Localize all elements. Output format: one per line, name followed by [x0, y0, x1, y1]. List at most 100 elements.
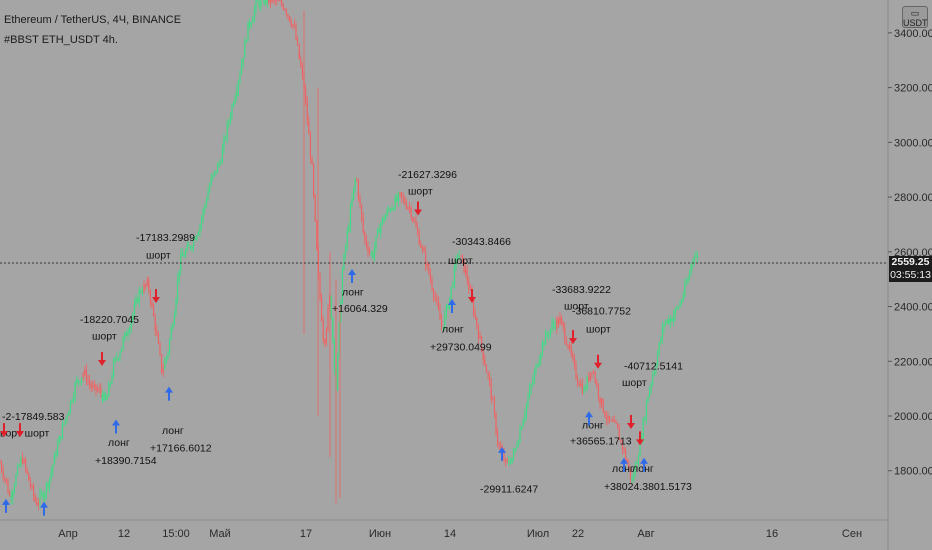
- x-tick-label: 14: [444, 528, 456, 540]
- candle-body: [617, 423, 619, 429]
- candle-body: [562, 321, 564, 328]
- candle-body: [508, 460, 510, 463]
- candle-body: [113, 361, 115, 377]
- candle-body: [601, 398, 603, 405]
- candle-body: [578, 382, 580, 386]
- candle-body: [554, 324, 556, 329]
- candle-body: [321, 297, 323, 321]
- candle-body: [473, 299, 475, 314]
- candle-body: [223, 137, 225, 149]
- candle-body: [241, 63, 243, 75]
- candle-body: [367, 246, 369, 253]
- candle-body: [546, 333, 548, 336]
- candle-body: [538, 360, 540, 367]
- candle-body: [513, 451, 515, 458]
- candle-body: [279, 0, 281, 2]
- trade-pnl-label: +29730.0499: [430, 341, 492, 353]
- candle-body: [642, 418, 644, 439]
- candle-body: [129, 329, 131, 333]
- candle-body: [445, 305, 447, 314]
- candle-body: [509, 462, 511, 464]
- candle-body: [385, 215, 387, 221]
- candle-body: [39, 492, 41, 503]
- candle-body: [308, 121, 310, 135]
- candle-body: [247, 21, 249, 42]
- candle-body: [676, 307, 678, 309]
- candle-body: [217, 164, 219, 173]
- candle-body: [140, 290, 142, 293]
- candle-body: [380, 223, 382, 234]
- y-tick-label: 3000.00: [894, 137, 932, 149]
- candle-body: [234, 96, 236, 104]
- candle-body: [10, 495, 12, 499]
- currency-button[interactable]: ▭ USDT: [902, 6, 928, 28]
- candle-body: [268, 0, 270, 3]
- candle-body: [541, 342, 543, 354]
- candle-body: [95, 384, 97, 391]
- candle-body: [602, 398, 604, 412]
- candle-body: [420, 244, 422, 248]
- candle-body: [306, 101, 308, 122]
- y-tick-label: 3200.00: [894, 83, 932, 95]
- candle-body: [42, 493, 44, 499]
- candle-body: [697, 256, 699, 258]
- candle-body: [133, 304, 135, 314]
- y-axis[interactable]: 1800.00 2000.00 2200.00 2400.00 2600.00 2800.…: [888, 28, 932, 478]
- short-arrow-icon: [636, 431, 644, 446]
- candle-body: [293, 24, 295, 27]
- candle-body: [12, 492, 14, 499]
- candle-body: [461, 255, 463, 260]
- candle-body: [378, 229, 380, 234]
- x-tick-label: Авг: [637, 528, 654, 540]
- x-tick-label: Июн: [369, 528, 391, 540]
- short-arrow-icon: [152, 289, 160, 304]
- candle-body: [290, 21, 292, 26]
- candle-body: [45, 483, 47, 494]
- candle-body: [497, 432, 499, 444]
- candles-layer: [0, 0, 699, 511]
- candle-body: [348, 226, 350, 232]
- candle-body: [167, 352, 169, 357]
- candle-body: [564, 327, 566, 341]
- candle-body: [567, 344, 569, 348]
- trade-side-label: лонг: [442, 324, 464, 336]
- candle-body: [394, 197, 396, 210]
- candle-body: [532, 380, 534, 385]
- candle-body: [287, 14, 289, 16]
- trade-side-label: лонг: [342, 287, 364, 299]
- candle-body: [439, 309, 441, 320]
- candle-body: [655, 365, 657, 371]
- candle-body: [276, 0, 278, 1]
- candle-body: [148, 280, 150, 292]
- candle-body: [124, 332, 126, 339]
- candle-body: [145, 284, 147, 286]
- x-axis[interactable]: Апр 12 15:00 Май 17 Июн 14 Июл 22 Авг 16 Сен: [0, 519, 888, 540]
- candle-body: [373, 247, 375, 258]
- candle-body: [431, 280, 433, 290]
- candle-body: [668, 319, 670, 324]
- candle-body: [137, 298, 139, 303]
- candle-body: [218, 163, 220, 165]
- trade-pnl-label: -36810.7752: [572, 306, 631, 318]
- candle-body: [356, 179, 358, 181]
- candle-body: [65, 418, 67, 424]
- candle-body: [298, 44, 300, 59]
- candle-body: [402, 196, 404, 199]
- short-arrow-icon: [594, 354, 602, 369]
- candle-body: [87, 380, 89, 382]
- candle-body: [687, 278, 689, 284]
- candle-body: [193, 238, 195, 247]
- candle-body: [164, 360, 166, 370]
- candle-body: [481, 336, 483, 349]
- candle-body: [28, 473, 30, 481]
- candle-body: [604, 411, 606, 417]
- candle-body: [15, 474, 17, 486]
- x-tick-label: Июл: [527, 528, 549, 540]
- candle-body: [23, 459, 25, 464]
- candle-body: [266, 0, 268, 3]
- candle-body: [311, 157, 313, 165]
- candle-body: [183, 255, 185, 257]
- candle-body: [663, 324, 665, 328]
- candle-body: [49, 477, 51, 488]
